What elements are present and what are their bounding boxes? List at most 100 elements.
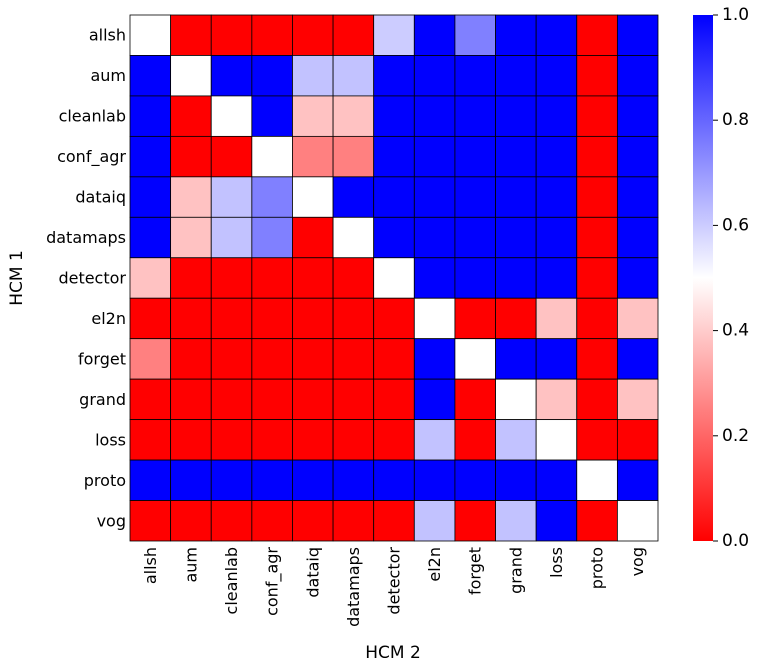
x-tick-forget: forget [466,547,485,595]
heatmap-cell-el2n-allsh [129,297,172,340]
heatmap-cell-allsh-aum [170,14,212,56]
heatmap-cell-el2n-detector [373,297,415,340]
heatmap-cell-cleanlab-vog [616,95,659,137]
x-tick-allsh: allsh [141,547,160,584]
y-tick-el2n: el2n [91,309,126,328]
x-tick-proto: proto [588,547,607,589]
heatmap-cell-grand-vog [616,378,659,421]
heatmap-cell-conf_agr-el2n [413,135,456,178]
heatmap-cell-loss-dataiq [292,419,334,461]
heatmap-cell-detector-el2n [413,257,456,299]
heatmap-cell-detector-loss [535,257,578,299]
heatmap-cell-el2n-dataiq [292,297,334,340]
heatmap-cell-dataiq-allsh [129,176,172,218]
heatmap-cell-datamaps-vog [616,216,659,259]
heatmap-cell-grand-dataiq [292,378,334,421]
x-tick-detector: detector [385,547,404,615]
heatmap-cell-proto-dataiq [292,459,334,501]
heatmap-cell-forget-dataiq [292,338,334,380]
x-tick-dataiq: dataiq [303,547,322,598]
heatmap-cell-vog-proto [576,500,618,542]
heatmap-cell-conf_agr-proto [576,135,618,178]
x-tick-cleanlab: cleanlab [222,547,241,614]
heatmap-cell-datamaps-forget [454,216,496,259]
heatmap-cell-aum-conf_agr [251,55,293,97]
heatmap-cell-grand-forget [454,378,496,421]
heatmap-cell-el2n-loss [535,297,578,340]
colorbar-ticks: 0.0 0.2 0.4 0.6 0.8 1.0 [713,5,749,551]
heatmap-cell-aum-el2n [413,55,456,97]
heatmap-cell-proto-loss [535,459,578,501]
y-tick-allsh: allsh [89,26,126,45]
heatmap-cell-grand-detector [373,378,415,421]
y-tick-detector: detector [58,269,126,288]
heatmap-cell-loss-conf_agr [251,419,293,461]
heatmap-cell-conf_agr-grand [495,135,537,178]
heatmap-cell-el2n-forget [454,297,496,340]
heatmap-cell-grand-conf_agr [251,378,293,421]
heatmap-cell-dataiq-el2n [413,176,456,218]
heatmap-cell-forget-vog [616,338,659,380]
heatmap-cell-loss-forget [454,419,496,461]
heatmap-cell-conf_agr-dataiq [292,135,334,178]
heatmap-cell-cleanlab-proto [576,95,618,137]
heatmap-cell-allsh-forget [454,14,496,56]
heatmap-cell-detector-detector [373,257,415,299]
heatmap-cell-aum-dataiq [292,55,334,97]
heatmap-cell-datamaps-detector [373,216,415,259]
heatmap-cell-detector-forget [454,257,496,299]
heatmap-cell-proto-vog [616,459,659,501]
heatmap-cell-el2n-aum [170,297,212,340]
heatmap-cell-aum-vog [616,55,659,97]
heatmap-cell-aum-proto [576,55,618,97]
heatmap-cell-dataiq-forget [454,176,496,218]
heatmap-cell-grand-allsh [129,378,172,421]
heatmap-cell-datamaps-allsh [129,216,172,259]
heatmap-cell-grand-el2n [413,378,456,421]
y-tick-grand: grand [79,390,126,409]
heatmap-cell-detector-dataiq [292,257,334,299]
heatmap-cell-cleanlab-conf_agr [251,95,293,137]
x-tick-labels: allsh aum cleanlab conf_agr dataiq datamaps de… [141,547,647,627]
heatmap-cell-forget-datamaps [332,338,375,380]
heatmap-cell-dataiq-datamaps [332,176,375,218]
heatmap-cell-datamaps-aum [170,216,212,259]
heatmap-cell-detector-allsh [129,257,172,299]
heatmap-cell-vog-dataiq [292,500,334,542]
heatmap-cell-allsh-loss [535,14,578,56]
heatmap-cell-datamaps-proto [576,216,618,259]
heatmap-cell-el2n-proto [576,297,618,340]
heatmap-cell-allsh-vog [616,14,659,56]
heatmap-cell-detector-vog [616,257,659,299]
heatmap-cell-forget-el2n [413,338,456,380]
heatmap-cell-forget-forget [454,338,496,380]
heatmap-cell-aum-detector [373,55,415,97]
heatmap-cell-dataiq-cleanlab [210,176,253,218]
heatmap-cell-datamaps-cleanlab [210,216,253,259]
colorbar-tick-label: 0.6 [722,215,749,235]
heatmap-cell-vog-aum [170,500,212,542]
x-tick-loss: loss [547,547,566,578]
heatmap-cell-el2n-datamaps [332,297,375,340]
y-tick-vog: vog [97,511,126,530]
heatmap-cell-loss-datamaps [332,419,375,461]
heatmap-cell-forget-proto [576,338,618,380]
heatmap-cell-loss-proto [576,419,618,461]
heatmap-cell-vog-datamaps [332,500,375,542]
heatmap-cell-allsh-conf_agr [251,14,293,56]
heatmap-cell-conf_agr-allsh [129,135,172,178]
x-tick-vog: vog [628,547,647,576]
heatmap-cell-loss-loss [535,419,578,461]
x-tick-conf_agr: conf_agr [263,547,283,616]
y-tick-proto: proto [84,471,126,490]
heatmap-cell-dataiq-vog [616,176,659,218]
heatmap-cell-allsh-detector [373,14,415,56]
y-axis-label: HCM 1 [7,250,27,306]
heatmap-cell-aum-aum [170,55,212,97]
x-tick-grand: grand [506,547,525,594]
heatmap-cell-loss-aum [170,419,212,461]
heatmap-cell-aum-grand [495,55,537,97]
heatmap-cell-proto-allsh [129,459,172,501]
heatmap-cell-cleanlab-el2n [413,95,456,137]
